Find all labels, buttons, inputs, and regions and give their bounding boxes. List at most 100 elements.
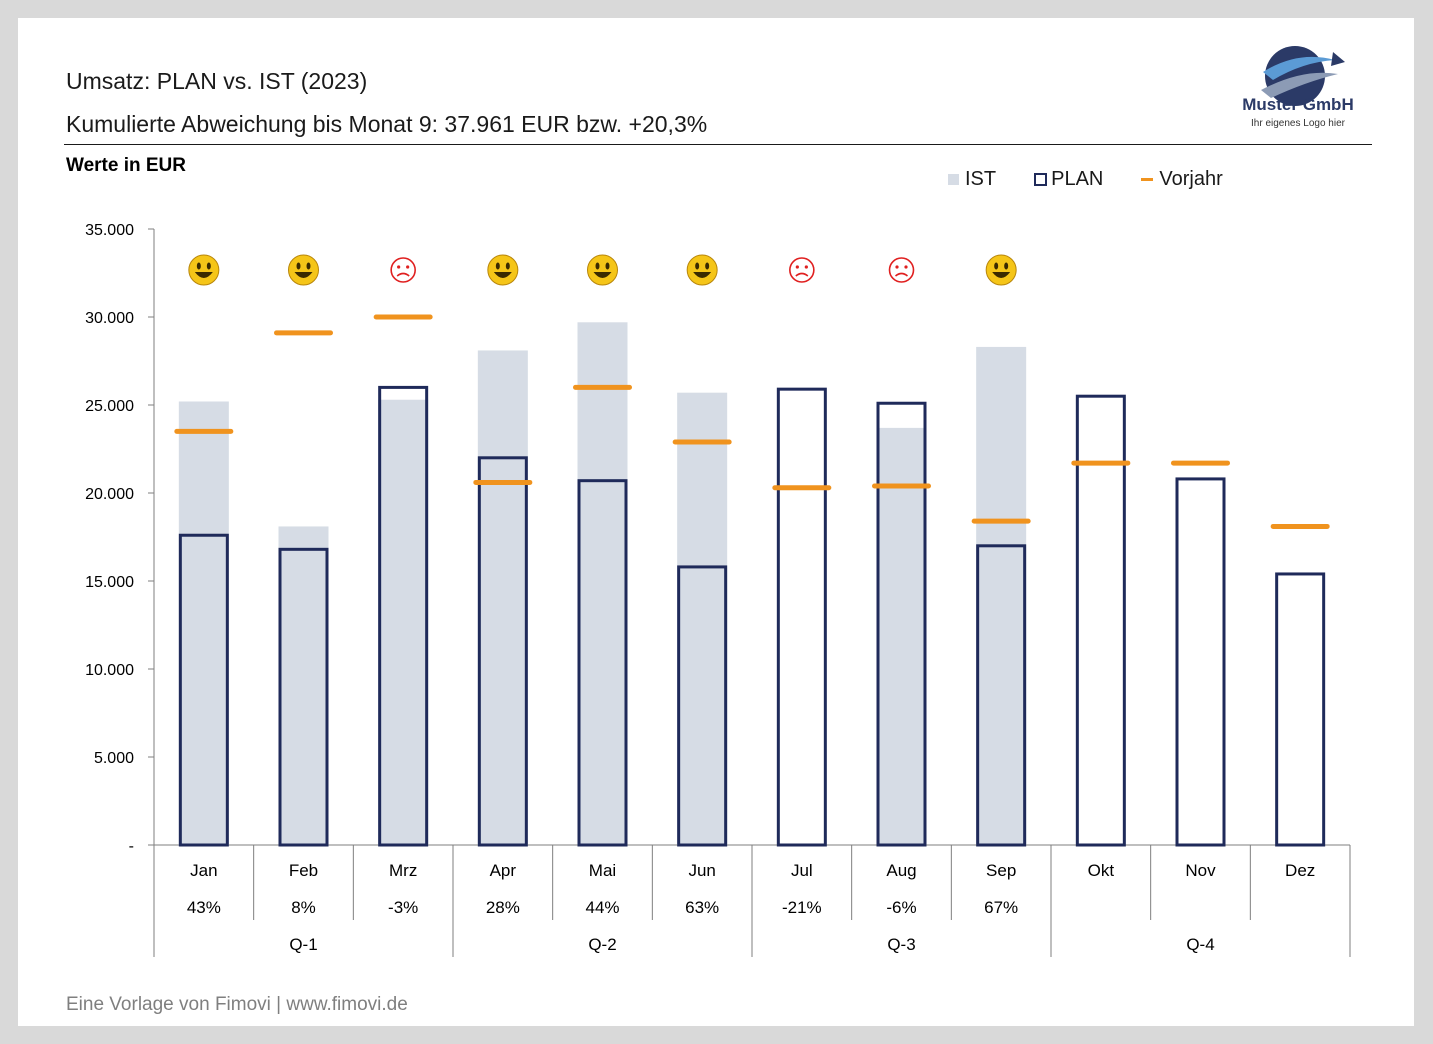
smiley-eye [306,262,311,270]
plan-bar [178,533,229,847]
plan-bar [278,547,329,847]
happy-smiley-icon [587,254,618,286]
ist-bar [976,346,1027,845]
sad-smiley-icon [888,257,915,283]
x-category-label: Okt [1088,861,1115,880]
x-category-label: Sep [986,861,1016,880]
quarter-label: Q-2 [588,935,616,954]
logo-swoosh-bottom [1261,72,1338,98]
legend-swatch-vorjahr [1141,177,1154,181]
logo-tagline: Ihr eigenes Logo hier [1251,118,1345,129]
y-tick-label: 15.000 [85,574,134,591]
sad-smiley-icon [390,257,416,283]
logo-swoosh-top [1263,56,1335,80]
chart-title: Umsatz: PLAN vs. IST (2023) [66,68,368,94]
smiley-mouth [693,272,712,278]
x-category-label: Mrz [389,861,417,880]
smiley-mouth [493,272,512,278]
ist-bar [677,392,728,845]
smiley-mouth [294,272,313,278]
x-category-label: Jul [791,861,813,880]
x-category-label: Aug [886,861,916,880]
plan-bar [776,387,827,847]
deviation-label: -21% [782,898,822,917]
sad-smiley-icon [789,257,815,283]
smiley-eye [595,262,600,270]
x-category-label: Jun [688,861,715,880]
smiley-eye [196,262,201,270]
smiley-mouth [795,272,809,277]
legend-item-ist: IST [948,168,996,191]
smiley-mouth [194,272,213,278]
happy-smiley-icon [188,254,220,286]
deviation-label: -3% [388,898,418,917]
smiley-mouth [396,272,410,277]
legend-swatch-ist [948,173,959,185]
y-tick-label: 20.000 [85,486,134,503]
happy-smiley-icon [686,254,718,286]
quarter-label: Q-4 [1186,935,1214,954]
plan-bar [1075,394,1126,847]
smiley-eye [605,262,610,270]
x-category-label: Apr [490,861,517,880]
plan-bar [876,401,927,847]
smiley-eye [904,265,908,269]
plan-bar [378,385,429,847]
deviation-label: 43% [187,898,221,917]
smiley-eye [206,262,211,270]
logo-arrow [1331,52,1345,66]
x-category-label: Jan [190,861,217,880]
company-logo-icon [1261,46,1345,106]
footer-credit: Eine Vorlage von Fimovi | www.fimovi.de [66,994,408,1015]
legend-label-ist: IST [965,167,997,190]
plan-bar [677,565,728,847]
y-tick-label: 30.000 [85,310,134,327]
ist-bar [178,401,229,845]
units-label: Werte in EUR [66,155,187,176]
smiley-eye [795,265,799,269]
legend-label-vorjahr: Vorjahr [1159,167,1223,190]
y-tick-label: 5.000 [94,750,134,767]
legend-swatch-plan [1034,172,1048,186]
smiley-eye [1004,262,1009,270]
quarter-label: Q-3 [887,935,915,954]
legend-item-vorjahr: Vorjahr [1141,167,1223,191]
smiley-eye [406,265,410,269]
happy-smiley-icon [985,254,1017,286]
smiley-eye [397,265,401,269]
plan-bar [1175,477,1226,847]
smiley-eye [804,265,808,269]
chart-subtitle: Kumulierte Abweichung bis Monat 9: 37.96… [66,111,708,137]
happy-smiley-icon [487,254,519,286]
ist-bar [278,526,329,845]
plan-bar [477,456,528,847]
ist-bar [477,350,528,845]
y-tick-label: - [129,838,134,855]
y-tick-label: 25.000 [85,398,134,415]
chart-legend: IST PLAN Vorjahr [948,166,1261,192]
smiley-mouth [992,272,1011,278]
smiley-eye [994,262,999,270]
plan-bar [577,479,628,847]
smiley-eye [705,262,710,270]
smiley-eye [296,262,301,270]
deviation-label: 63% [685,898,719,917]
deviation-label: 8% [291,898,316,917]
deviation-label: 44% [585,898,619,917]
smiley-eye [895,265,899,269]
ist-bar [378,399,429,845]
x-category-label: Mai [589,861,616,880]
ist-bar [876,427,927,845]
x-category-label: Dez [1285,861,1315,880]
legend-label-plan: PLAN [1051,167,1104,190]
y-tick-label: 10.000 [85,662,134,679]
y-tick-label: 35.000 [85,222,134,239]
smiley-eye [505,262,510,270]
legend-item-plan: PLAN [1034,168,1103,191]
deviation-label: 28% [486,898,520,917]
happy-smiley-icon [288,254,319,286]
smiley-mouth [593,272,612,278]
x-category-label: Nov [1185,861,1216,880]
plan-bar [976,544,1027,847]
